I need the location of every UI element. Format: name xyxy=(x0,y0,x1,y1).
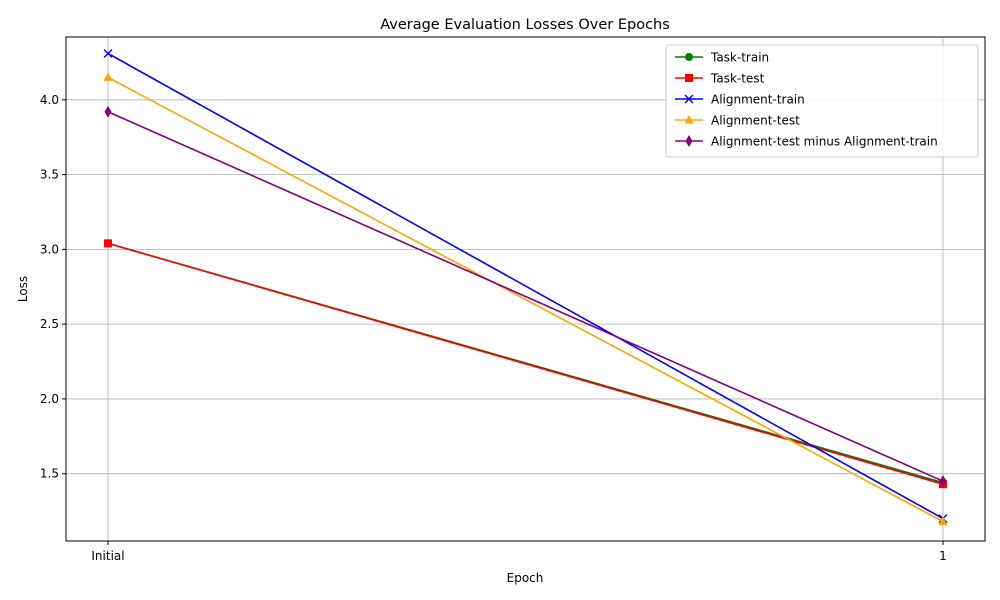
data-point xyxy=(103,72,113,81)
series-4 xyxy=(103,72,948,526)
legend-marker xyxy=(685,135,693,147)
legend-marker xyxy=(685,53,693,61)
legend-frame xyxy=(665,44,979,158)
y-axis-ticks: 1.5 2.0 2.5 3.0 3.5 4.0 xyxy=(40,93,66,481)
series-line xyxy=(107,76,944,523)
legend-item: Task-test xyxy=(675,72,765,86)
y-tick-label: 4.0 xyxy=(40,93,59,107)
legend-item: Alignment-train xyxy=(675,93,805,107)
data-point xyxy=(104,239,112,248)
legend-marker xyxy=(684,115,694,124)
legend-label: Alignment-test minus Alignment-train xyxy=(711,135,938,149)
y-tick-label: 3.0 xyxy=(40,242,59,256)
data-point xyxy=(103,48,113,58)
legend-label: Task-test xyxy=(710,72,765,86)
plot-frame xyxy=(65,36,986,542)
legend-label: Task-train xyxy=(710,51,769,65)
x-axis-label: Epoch xyxy=(507,571,544,585)
y-tick-label: 2.0 xyxy=(40,392,59,406)
legend-marker xyxy=(684,94,694,104)
legend-label: Alignment-test xyxy=(711,114,800,128)
y-tick-label: 2.5 xyxy=(40,317,59,331)
legend-label: Alignment-train xyxy=(711,93,805,107)
data-point xyxy=(938,516,948,526)
legend-marker xyxy=(685,74,693,82)
series-line xyxy=(107,111,944,482)
series-line xyxy=(107,242,944,485)
series-line xyxy=(107,52,944,520)
legend: Task-train Task-test Alignment-train Alignm… xyxy=(665,44,979,158)
x-tick-label: Initial xyxy=(91,549,124,563)
x-axis-ticks: Initial 1 xyxy=(91,541,947,563)
legend-item: Alignment-test xyxy=(675,114,800,128)
grid-lines xyxy=(66,37,985,541)
series-layer xyxy=(103,48,948,526)
y-tick-label: 1.5 xyxy=(40,467,59,481)
series-5 xyxy=(104,105,947,488)
legend-item: Alignment-test minus Alignment-train xyxy=(675,135,938,149)
y-axis-label: Loss xyxy=(16,276,30,302)
x-tick-label: 1 xyxy=(939,549,947,563)
legend-item: Task-train xyxy=(675,51,769,65)
data-point xyxy=(104,105,112,118)
chart-title: Average Evaluation Losses Over Epochs xyxy=(380,17,670,33)
data-point xyxy=(939,475,947,488)
y-tick-label: 3.5 xyxy=(40,168,59,182)
